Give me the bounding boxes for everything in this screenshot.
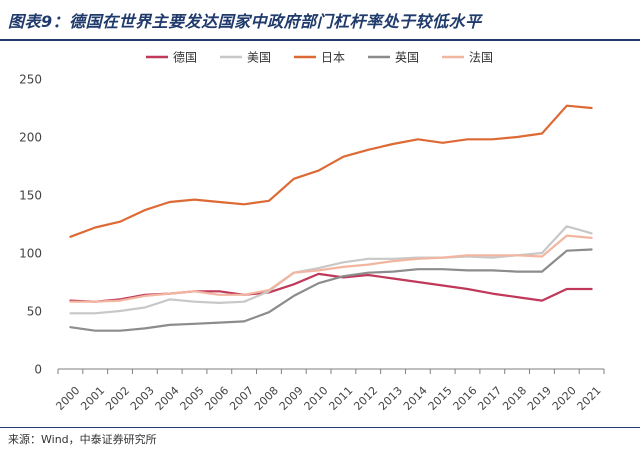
source-divider [0,427,640,428]
x-tick-label: 2009 [277,384,306,413]
x-tick-label: 2013 [376,384,405,413]
legend-label: 美国 [247,51,271,65]
series-line [69,248,593,332]
x-tick-label: 2012 [351,384,380,413]
x-tick-label: 2005 [178,384,207,413]
y-tick-label: 200 [19,131,42,145]
y-tick-label: 50 [27,305,42,319]
legend-label: 英国 [395,51,419,65]
legend-label: 日本 [321,51,345,65]
x-tick-label: 2019 [525,384,554,413]
series-line [69,272,593,303]
x-tick-label: 2006 [202,384,231,413]
series-line [69,225,593,315]
x-tick-label: 2015 [426,384,455,413]
x-tick-label: 2016 [451,384,480,413]
x-tick-label: 2021 [575,384,604,413]
series-line [69,234,593,303]
y-tick-label: 150 [19,189,42,203]
x-tick-label: 2010 [302,384,331,413]
legend-label: 法国 [469,51,493,65]
x-tick-label: 2000 [53,384,82,413]
chart-area: 德国 美国 日本 英国 法国 0 50 100 150 200 250 2000 2001 2002 200… [0,41,640,421]
line-chart: 德国 美国 日本 英国 法国050100150200250200020012002200… [19,50,605,413]
x-tick-label: 2004 [153,384,182,413]
x-tick-label: 2017 [475,384,504,413]
x-tick-label: 2007 [227,384,256,413]
figure-title: 图表9：德国在世界主要发达国家中政府部门杠杆率处于较低水平 [8,12,482,31]
legend-label: 德国 [173,50,197,65]
x-tick-label: 2002 [103,384,132,413]
figure-header: 图表9：德国在世界主要发达国家中政府部门杠杆率处于较低水平 [0,0,640,40]
series-line [69,104,593,238]
y-tick-label: 100 [19,247,42,261]
y-tick-label: 0 [34,363,42,377]
x-tick-label: 2011 [326,384,355,413]
y-tick-label: 250 [19,73,42,87]
x-tick-label: 2001 [78,384,107,413]
x-tick-label: 2003 [128,384,157,413]
x-tick-label: 2020 [550,384,579,413]
title-underline [0,39,640,41]
x-tick-label: 2018 [500,384,529,413]
x-tick-label: 2008 [252,384,281,413]
source-note: 来源：Wind，中泰证券研究所 [8,433,157,446]
x-tick-label: 2014 [401,384,430,413]
